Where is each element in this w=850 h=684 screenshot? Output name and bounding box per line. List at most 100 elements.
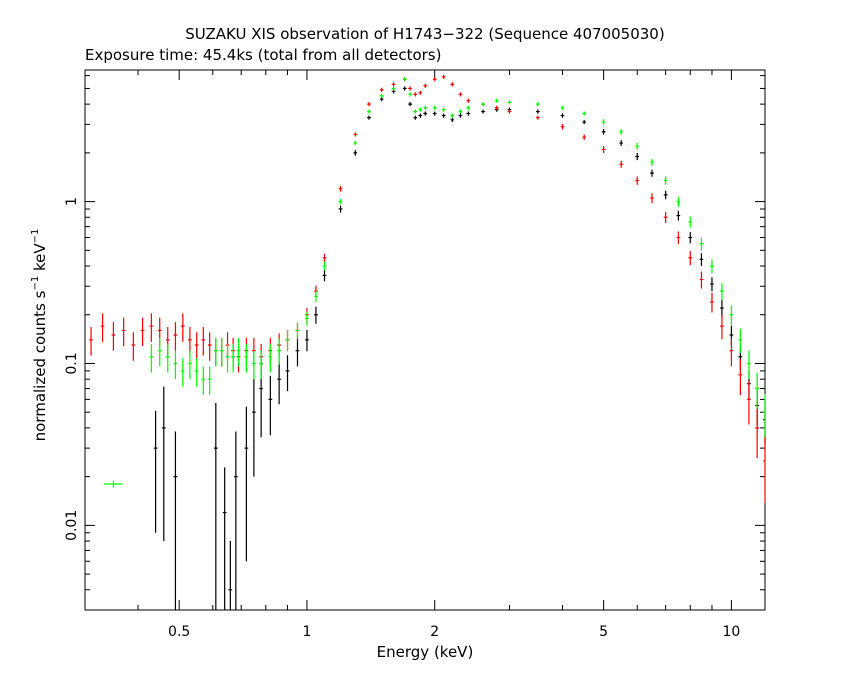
data-point [676,231,681,245]
data-point [188,350,192,380]
data-point [408,92,412,97]
data-point [729,305,734,326]
data-point [441,74,446,79]
y-axis-label-main: normalized counts s [31,290,49,441]
y-axis-label-sup-1: −1 [30,276,41,291]
data-point [635,176,640,185]
data-point [322,253,327,263]
data-point [663,211,668,224]
data-point [699,271,704,289]
data-point [418,113,423,118]
y-axis-label-mid: keV [31,243,49,276]
data-point [213,402,218,610]
data-point [738,328,743,353]
data-point [338,205,343,213]
data-point [402,77,407,82]
series-group-1 [153,86,766,610]
data-point [285,355,290,392]
data-point [619,129,624,135]
data-point [413,115,418,120]
data-point [699,253,704,266]
data-point [89,327,93,356]
data-point [747,380,751,425]
data-point [466,105,471,110]
data-point [322,269,327,282]
data-point [466,98,471,103]
data-point [720,315,724,340]
data-point [367,115,371,120]
data-point [720,283,724,301]
data-point [314,306,318,324]
data-point [450,117,455,122]
data-point [268,343,273,373]
data-point [180,358,185,387]
data-point [423,105,428,110]
data-point [252,379,256,477]
data-point [305,329,309,352]
series-group-3 [103,77,766,488]
data-point [153,410,158,533]
data-point [763,393,766,438]
x-tick-label: 0.5 [168,624,190,640]
y-axis-label-sup-2: −1 [30,229,41,244]
data-point [699,237,704,251]
data-point [244,343,249,373]
data-point [432,77,437,82]
data-point [418,90,423,95]
data-point [391,86,396,91]
data-point [650,169,654,177]
data-point [458,92,463,97]
data-point [277,339,281,365]
data-point [688,251,693,266]
data-point [338,198,343,205]
data-point [413,92,418,97]
data-point [252,350,256,380]
data-point [663,190,668,200]
data-point [277,360,281,405]
data-point [213,337,218,367]
data-point [149,313,154,342]
y-axis-label: normalized counts s−1 keV−1 [30,229,49,442]
data-point [259,350,263,380]
data-point [173,322,178,351]
data-point [418,107,423,112]
x-tick-label: 1 [302,624,311,640]
data-point [180,313,185,342]
chart-title: SUZAKU XIS observation of H1743−322 (Seq… [185,25,664,43]
data-point [353,132,358,137]
data-point [738,359,743,396]
data-point [560,123,565,130]
data-point [619,160,624,168]
data-point [763,434,766,503]
data-point [222,467,227,610]
data-point [710,259,714,274]
data-point [194,332,199,361]
x-axis-label: Energy (keV) [377,643,474,661]
data-point [481,102,485,107]
data-point [710,277,714,292]
data-point [268,375,273,436]
x-tick-label: 2 [430,624,439,640]
data-point [494,98,499,103]
data-point [601,119,606,125]
data-point [432,105,437,110]
data-point [432,111,437,116]
data-point [161,386,166,542]
data-point [441,113,446,118]
data-point [121,317,126,347]
data-point [507,109,512,114]
data-point [285,329,290,352]
data-point [582,111,587,116]
series-group-2 [89,74,766,503]
data-point [379,93,384,98]
data-point [201,366,206,395]
data-point [458,113,463,118]
data-point [140,317,145,347]
data-point [131,332,136,361]
data-point [391,82,396,87]
data-point [157,337,162,367]
data-point [710,292,714,313]
data-point [111,322,116,351]
data-point [423,83,428,88]
data-point [423,111,428,116]
